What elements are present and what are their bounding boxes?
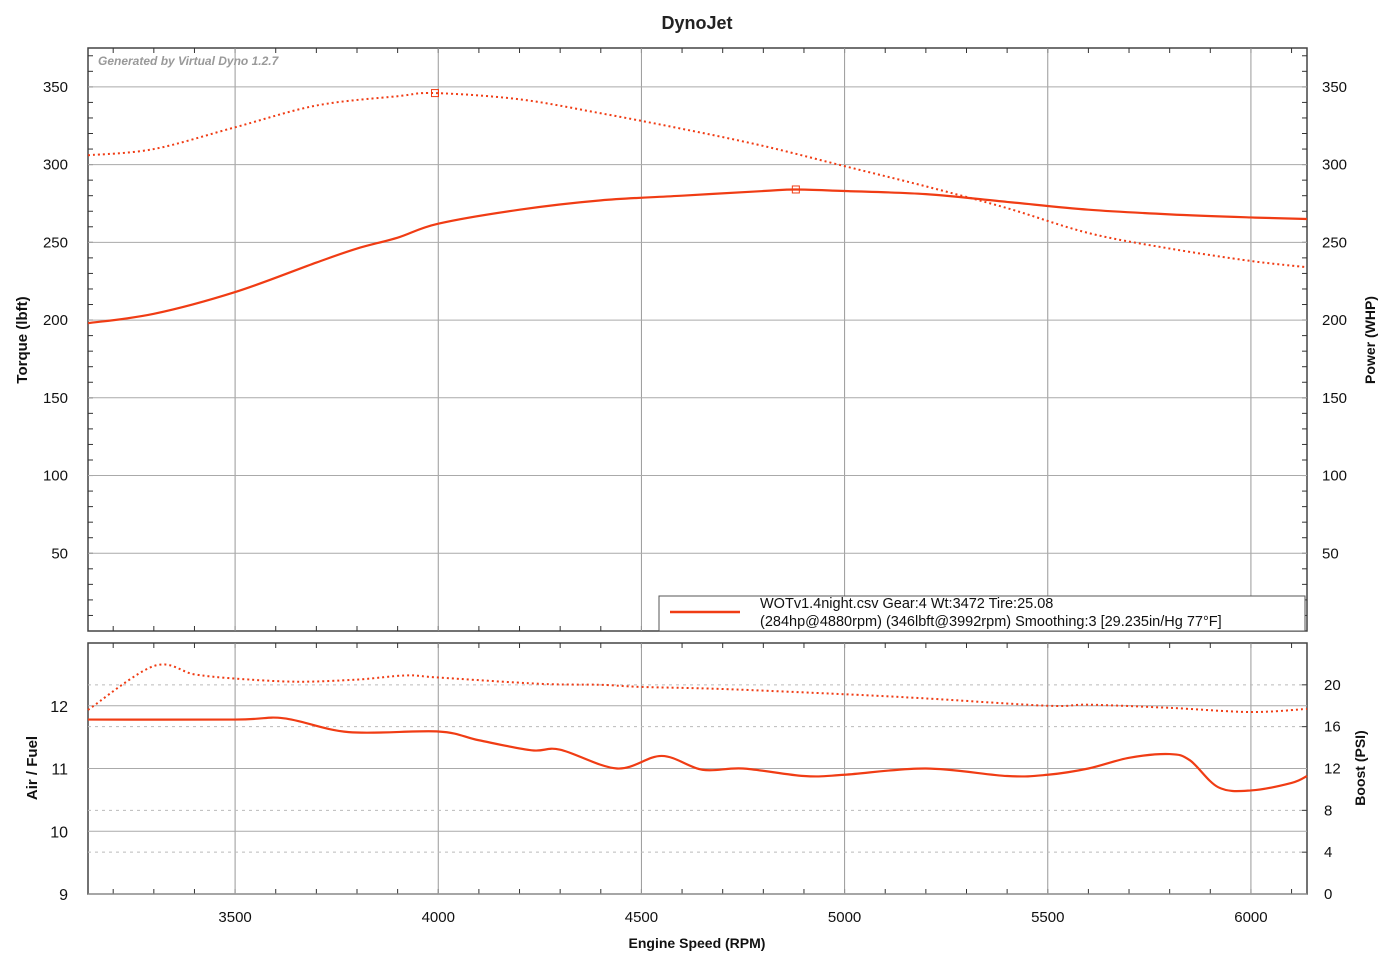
- x-tick-label: 6000: [1234, 909, 1267, 926]
- y2-tick-label: 200: [1322, 312, 1347, 329]
- y2-axis-label-power: Power (WHP): [1362, 296, 1378, 384]
- y2-tick-label: 16: [1324, 719, 1341, 736]
- legend: WOTv1.4night.csv Gear:4 Wt:3472 Tire:25.…: [658, 595, 1306, 632]
- y-axis-label-torque: Torque (lbft): [14, 296, 31, 383]
- x-tick-label: 5000: [828, 909, 861, 926]
- x-tick-label: 4000: [422, 909, 455, 926]
- afr-curve: [87, 716, 1308, 793]
- y2-tick-label: 0: [1324, 886, 1332, 903]
- y-axis-label-afr: Air / Fuel: [24, 736, 41, 800]
- y-tick-label: 200: [43, 312, 68, 329]
- y2-tick-label: 350: [1322, 79, 1347, 96]
- y2-tick-label: 4: [1324, 844, 1332, 861]
- y2-tick-label: 20: [1324, 677, 1341, 694]
- y2-tick-label: 250: [1322, 234, 1347, 251]
- y-tick-label: 50: [51, 545, 68, 562]
- y2-tick-label: 12: [1324, 761, 1341, 778]
- y2-tick-label: 8: [1324, 802, 1332, 819]
- y2-axis-label-boost: Boost (PSI): [1352, 730, 1368, 805]
- y2-tick-label: 100: [1322, 468, 1347, 485]
- plot-area: [87, 47, 1308, 632]
- torque-curve-peak-marker: [431, 89, 440, 98]
- legend-line-1: WOTv1.4night.csv Gear:4 Wt:3472 Tire:25.…: [760, 596, 1053, 612]
- y-tick-label: 12: [50, 699, 68, 716]
- y-tick-label: 100: [43, 468, 68, 485]
- y-tick-label: 10: [50, 824, 68, 841]
- torque-curve: [87, 91, 1308, 269]
- watermark: Generated by Virtual Dyno 1.2.7: [98, 54, 280, 68]
- power-curve: [87, 188, 1308, 325]
- y2-tick-label: 50: [1322, 545, 1339, 562]
- chart-title: DynoJet: [661, 13, 732, 33]
- y2-tick-label: 150: [1322, 390, 1347, 407]
- y-tick-label: 11: [51, 762, 68, 779]
- y-tick-label: 250: [43, 234, 68, 251]
- y-tick-label: 9: [59, 887, 68, 904]
- x-tick-label: 4500: [625, 909, 658, 926]
- x-axis-label: Engine Speed (RPM): [629, 935, 766, 951]
- x-tick-label: 5500: [1031, 909, 1064, 926]
- y-tick-label: 350: [43, 79, 68, 96]
- power-curve-peak-marker: [791, 185, 800, 194]
- legend-line-2: (284hp@4880rpm) (346lbft@3992rpm) Smooth…: [760, 614, 1222, 630]
- y2-tick-label: 300: [1322, 157, 1347, 174]
- x-tick-label: 3500: [218, 909, 251, 926]
- y-tick-label: 300: [43, 157, 68, 174]
- y-tick-label: 150: [43, 390, 68, 407]
